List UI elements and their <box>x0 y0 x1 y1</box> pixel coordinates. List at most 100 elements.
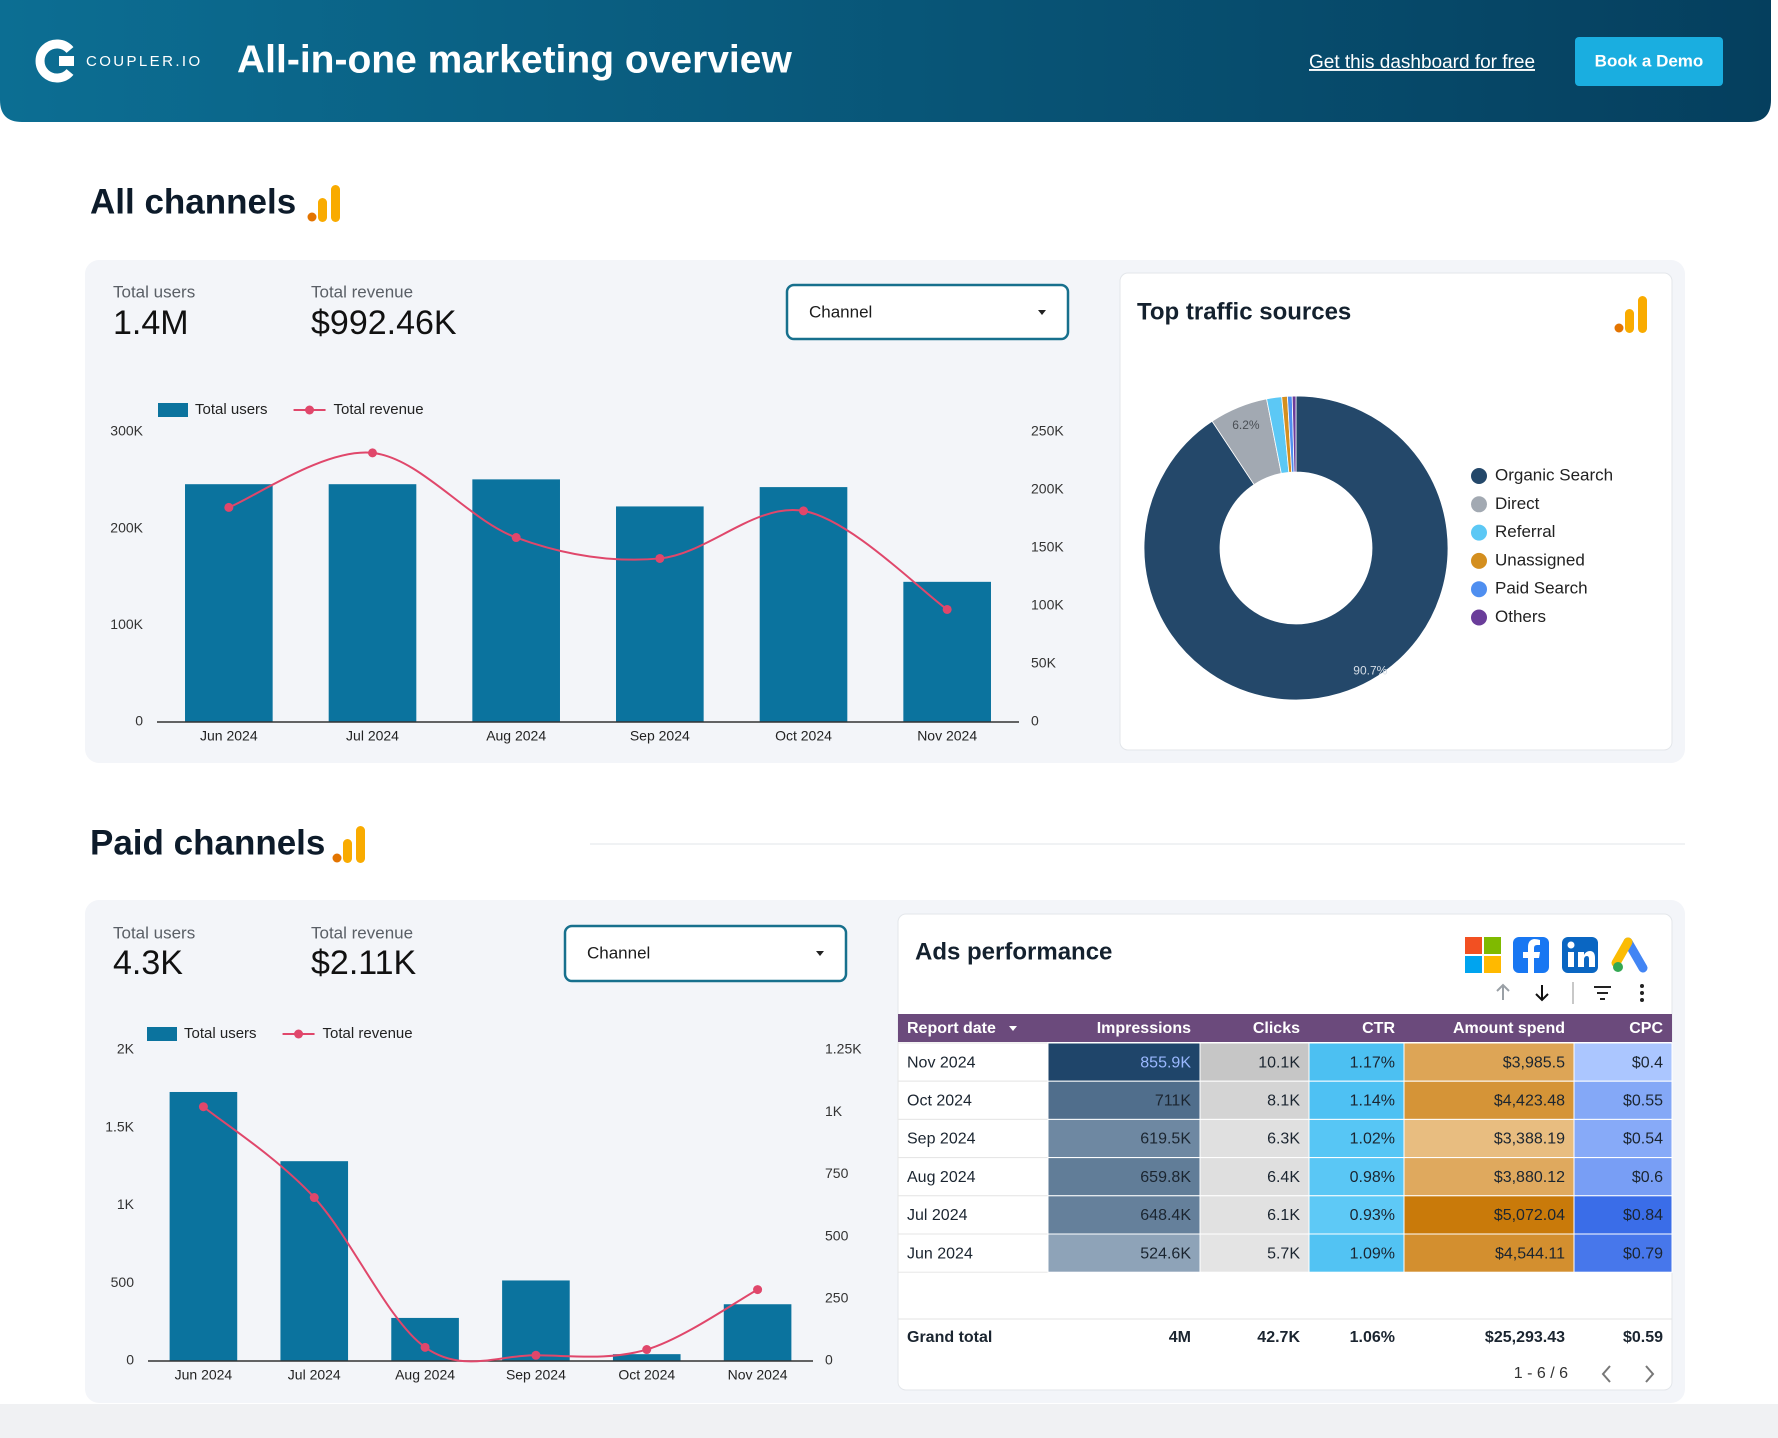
cell-text: 1.09% <box>1350 1245 1395 1262</box>
table-cell <box>897 1195 1049 1235</box>
footer-band <box>0 1404 1778 1438</box>
table-cell <box>1308 1042 1405 1082</box>
table-cell <box>1047 1157 1201 1197</box>
cell-text: 619.5K <box>1140 1131 1191 1148</box>
icon-dot <box>332 853 342 863</box>
bar <box>472 479 560 722</box>
cell-text: $3,985.5 <box>1503 1054 1565 1071</box>
dropdown-label[interactable]: Channel <box>809 302 872 321</box>
icon-bar <box>356 826 365 863</box>
cell-text: Aug 2024 <box>907 1169 976 1186</box>
cell-text: Sep 2024 <box>907 1131 976 1148</box>
dropdown-caret[interactable] <box>1038 310 1046 315</box>
y-tick-label: 1.5K <box>105 1118 134 1134</box>
dropdown-caret[interactable] <box>816 951 824 956</box>
legend-label: Organic Search <box>1495 465 1613 484</box>
legend-label: Others <box>1495 607 1546 626</box>
total-cell: 42.7K <box>1257 1329 1300 1346</box>
y2-tick-label: 50K <box>1031 655 1057 671</box>
more-button[interactable] <box>1640 984 1644 1002</box>
slice-label: 90.7% <box>1353 664 1387 678</box>
next-page[interactable] <box>1645 1365 1655 1383</box>
y2-tick-label: 100K <box>1031 597 1064 613</box>
section-title: Paid channels <box>90 823 325 862</box>
cell-text: 6.4K <box>1267 1169 1300 1186</box>
column-header[interactable]: CTR <box>1362 1020 1395 1037</box>
table-cell <box>1403 1233 1575 1273</box>
table-cell <box>1573 1195 1673 1235</box>
cell-text: 10.1K <box>1258 1054 1300 1071</box>
table-cell <box>1573 1080 1673 1120</box>
table-cell <box>1199 1080 1310 1120</box>
filter-button[interactable] <box>1594 986 1611 1000</box>
cell-text: 8.1K <box>1267 1093 1300 1110</box>
icon-bar <box>1638 296 1647 333</box>
cell-text: $0.55 <box>1623 1093 1663 1110</box>
y-tick-label: 2K <box>117 1041 135 1057</box>
x-tick-label: Oct 2024 <box>618 1367 675 1383</box>
dropdown-label[interactable]: Channel <box>587 943 650 962</box>
column-header[interactable]: CPC <box>1629 1020 1663 1037</box>
demo-button-label[interactable]: Book a Demo <box>1595 51 1704 70</box>
x-tick-label: Nov 2024 <box>728 1367 788 1383</box>
total-cell: $0.59 <box>1623 1329 1663 1346</box>
legend-label: Total revenue <box>323 1025 413 1042</box>
cell-text: 5.7K <box>1267 1245 1300 1262</box>
legend-label: Unassigned <box>1495 550 1585 569</box>
x-tick-label: Aug 2024 <box>395 1367 455 1383</box>
demo-button[interactable] <box>1575 37 1723 86</box>
cell-text: 6.3K <box>1267 1131 1300 1148</box>
revenue-point <box>655 553 665 563</box>
revenue-point <box>420 1342 430 1352</box>
legend-marker <box>1471 581 1487 598</box>
linkedin-icon <box>1562 937 1598 973</box>
facebook-icon <box>1513 937 1549 973</box>
legend-swatch <box>294 1029 304 1039</box>
icon-bar <box>318 198 327 222</box>
column-header[interactable]: Impressions <box>1097 1020 1191 1037</box>
cell-text: 711K <box>1155 1093 1192 1110</box>
header-link[interactable]: Get this dashboard for free <box>1309 52 1535 73</box>
column-header[interactable]: Amount spend <box>1453 1020 1565 1037</box>
revenue-point <box>642 1345 652 1355</box>
y-tick-label: 200K <box>110 519 143 535</box>
table-cell <box>1308 1195 1405 1235</box>
dot[interactable] <box>1640 984 1644 988</box>
channel-dropdown[interactable] <box>785 283 1070 341</box>
pagination: 1 - 6 / 6 <box>1514 1365 1568 1382</box>
revenue-point <box>511 533 521 543</box>
legend-marker <box>1471 552 1487 569</box>
dot[interactable] <box>1640 998 1644 1002</box>
icon-bar <box>1625 309 1634 333</box>
total-cell: 4M <box>1169 1329 1191 1346</box>
sort-up[interactable] <box>1496 983 1510 1000</box>
table-cell <box>1199 1195 1310 1235</box>
column-header[interactable]: Report date <box>907 1020 996 1037</box>
kpi-label: Total users <box>113 282 195 301</box>
cell-text: $4,423.48 <box>1494 1093 1565 1110</box>
cell-text: 524.6K <box>1140 1245 1191 1262</box>
prev-page[interactable] <box>1601 1365 1611 1383</box>
legend-label: Total users <box>195 401 268 418</box>
column-header[interactable]: Clicks <box>1253 1020 1300 1037</box>
total-cell: 1.06% <box>1350 1329 1395 1346</box>
y-tick-label: 300K <box>110 423 143 439</box>
dot[interactable] <box>1640 991 1644 995</box>
x-tick-label: Jul 2024 <box>288 1367 341 1383</box>
kpi-value: 4.3K <box>113 944 183 982</box>
logo-block <box>59 56 74 66</box>
channel-dropdown[interactable] <box>563 924 848 983</box>
icon-dot <box>1614 323 1624 333</box>
bar <box>185 484 273 722</box>
legend-swatch <box>158 403 188 417</box>
revenue-point <box>753 1285 763 1295</box>
icon-square <box>1465 937 1482 954</box>
logo-arc <box>35 39 74 83</box>
y2-tick-label: 750 <box>825 1165 849 1181</box>
sort-down[interactable] <box>1535 985 1549 1002</box>
y-tick-label: 1K <box>117 1196 135 1212</box>
legend-marker <box>1471 496 1487 513</box>
kpi-value: 1.4M <box>113 304 189 342</box>
y-tick-label: 0 <box>135 713 143 729</box>
